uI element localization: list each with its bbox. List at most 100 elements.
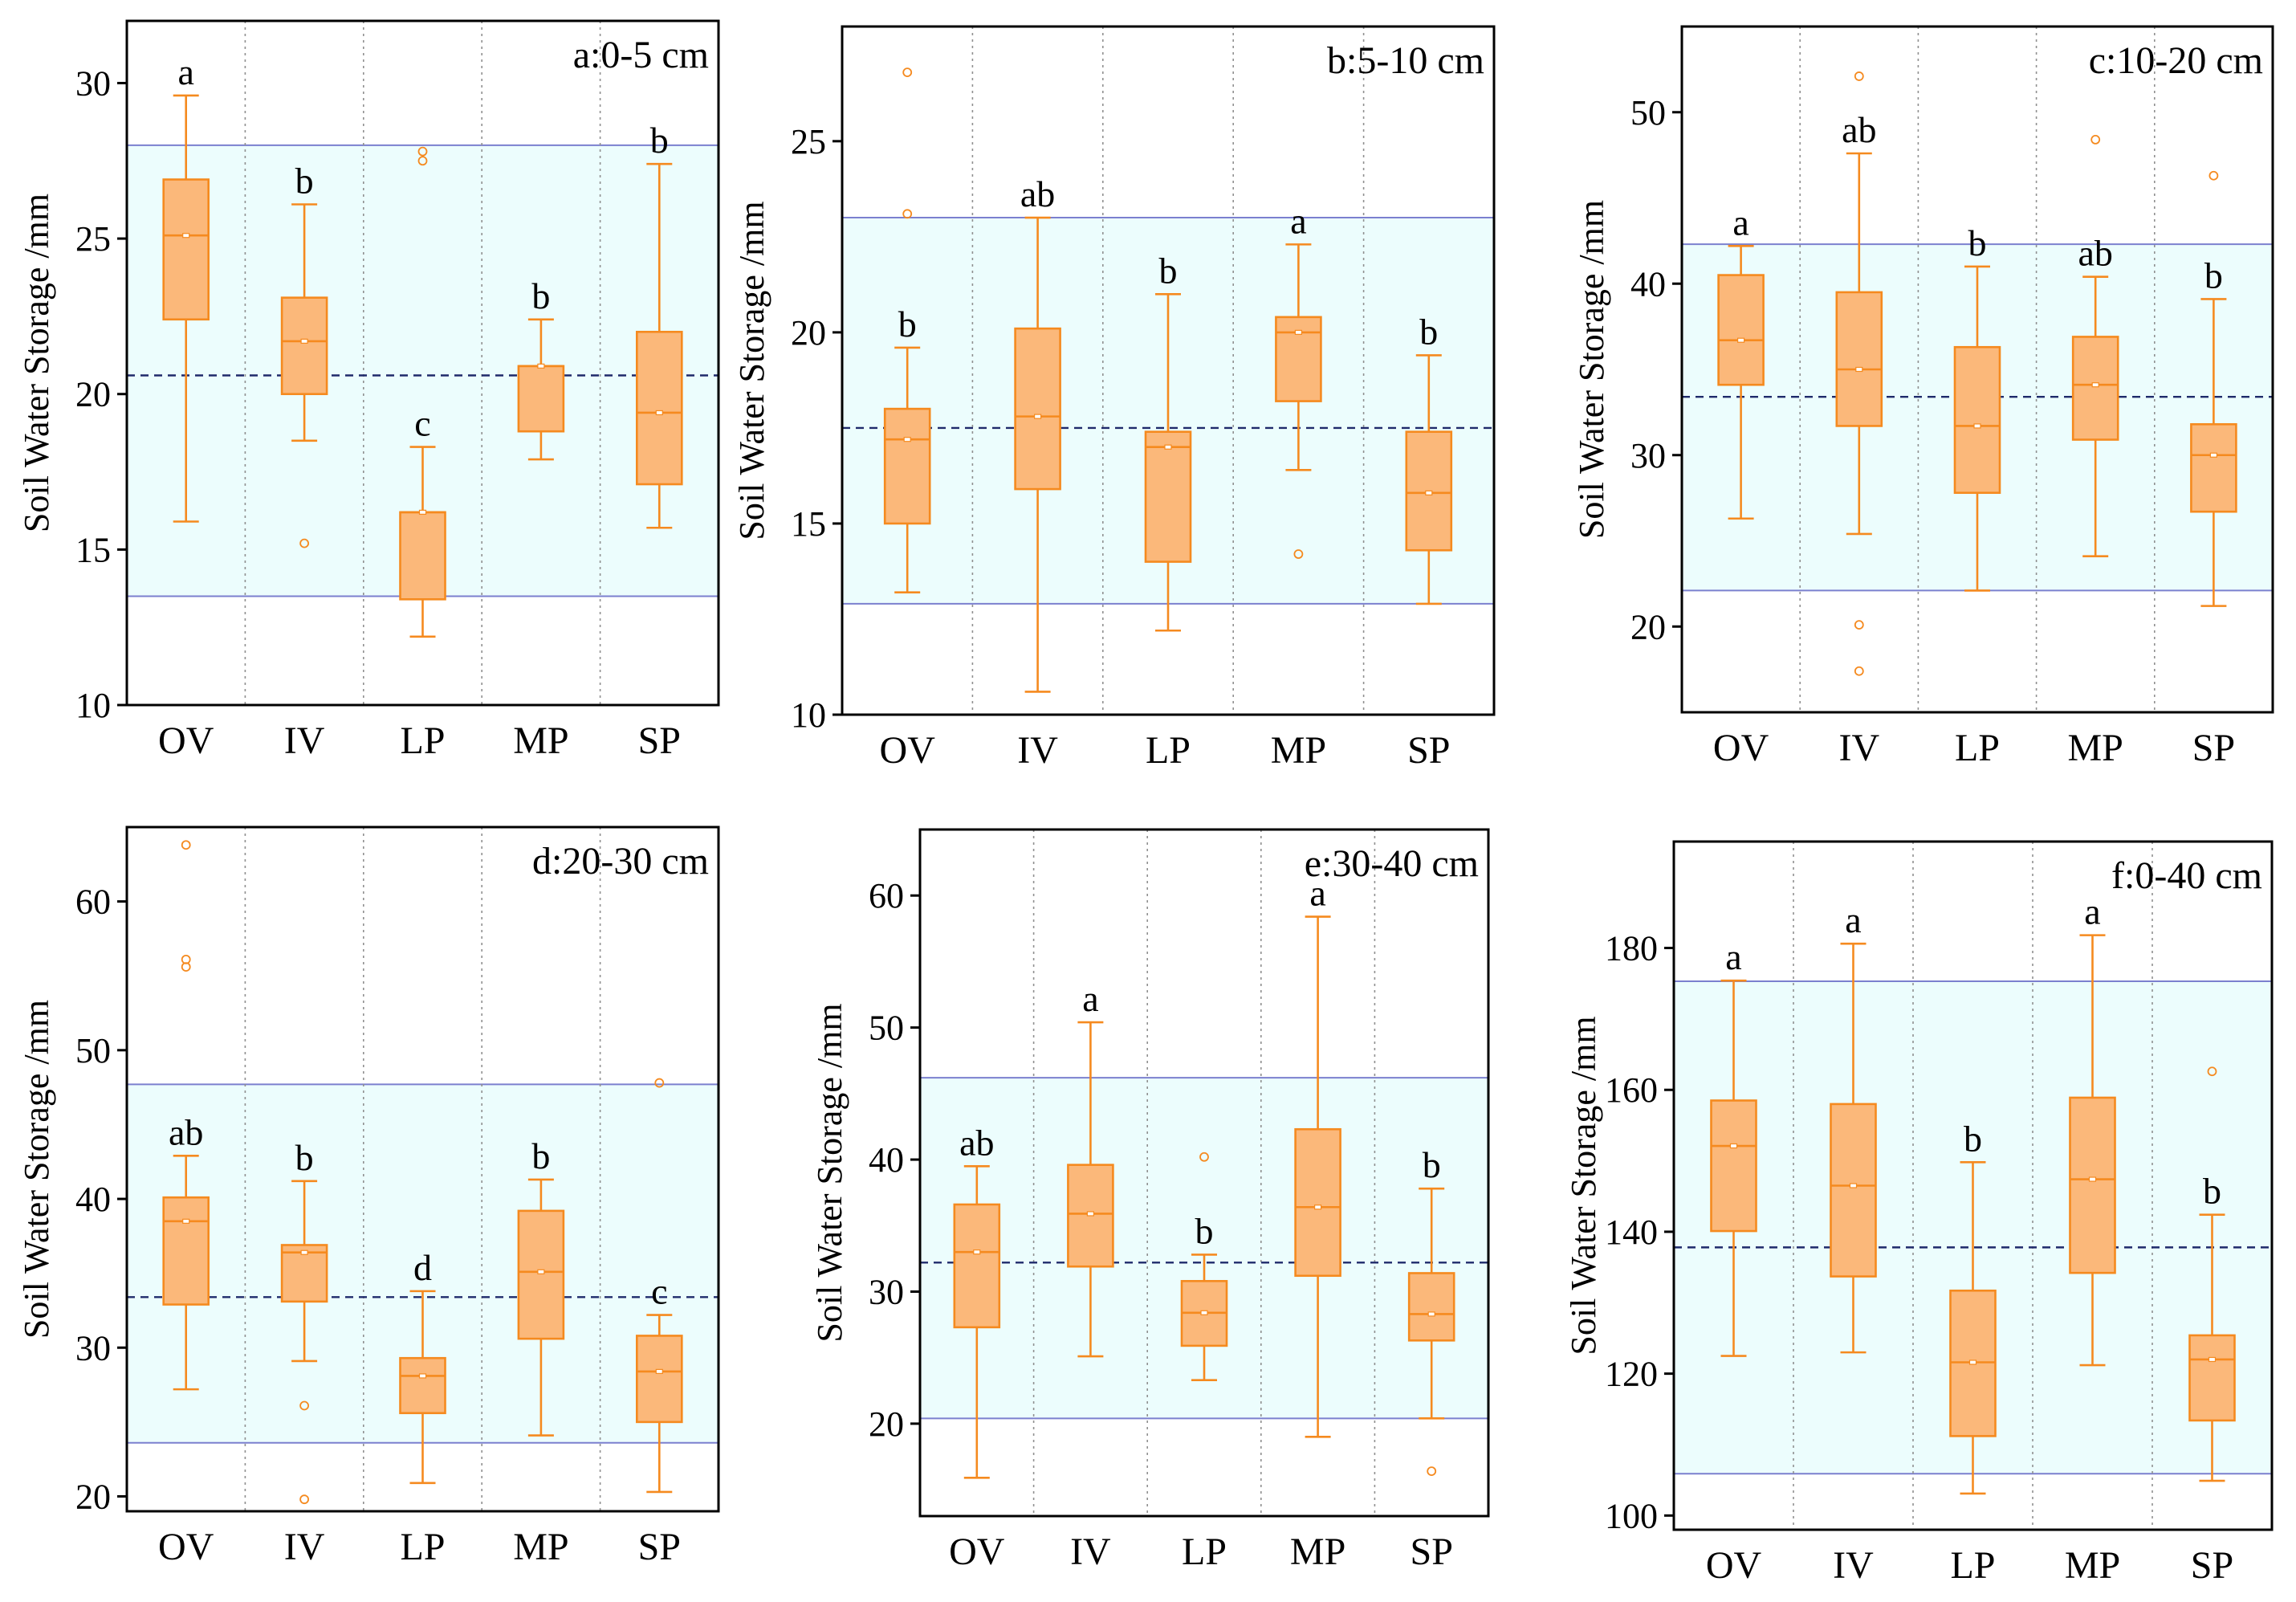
- significance-letter: a: [1290, 200, 1306, 241]
- plot-frame: [125, 19, 720, 707]
- iqr-box: [1717, 274, 1765, 386]
- iqr-box: [1067, 1164, 1114, 1268]
- significance-letter: b: [2203, 1171, 2221, 1212]
- plot-frame: [918, 828, 1490, 1518]
- y-axis-label: Soil Water Storage /mm: [17, 194, 56, 532]
- x-tick-label: OV: [880, 729, 936, 772]
- x-tick-label: MP: [513, 719, 568, 762]
- significance-letter: a: [177, 51, 193, 92]
- y-tick-label: 180: [1605, 929, 1658, 968]
- mean-marker: [418, 509, 427, 515]
- y-axis-label: Soil Water Storage /mm: [810, 1003, 849, 1342]
- iqr-box: [399, 1356, 446, 1415]
- significance-letter: c: [414, 403, 430, 444]
- y-tick-label: 100: [1605, 1496, 1658, 1535]
- outlier-point: [654, 1078, 665, 1088]
- panel-c: a OV ab IV b LP ab MP b SP 20 30 40 50 c:10-20 cm Soil …: [1572, 25, 2274, 769]
- iqr-box: [517, 1209, 565, 1340]
- outlier-point: [1854, 666, 1864, 676]
- significance-letter: ab: [169, 1111, 203, 1152]
- box-iv: ab: [1835, 71, 1883, 676]
- outlier-point: [2090, 135, 2101, 145]
- mean-marker: [973, 1249, 981, 1255]
- y-tick-label: 15: [75, 530, 111, 569]
- x-tick-label: OV: [949, 1531, 1005, 1573]
- box-lp: b: [1949, 1118, 1997, 1495]
- box-lp: b: [1144, 250, 1192, 632]
- x-tick-label: SP: [2192, 727, 2235, 769]
- x-tick-label: MP: [2065, 1544, 2120, 1587]
- y-axis-label: Soil Water Storage /mm: [1564, 1016, 1603, 1355]
- box-iv: ab: [1014, 173, 1061, 693]
- x-tick-label: IV: [1838, 727, 1879, 769]
- mean-marker: [1973, 423, 1981, 429]
- panel-label: f:0-40 cm: [2111, 854, 2262, 897]
- iqr-box: [1710, 1099, 1757, 1233]
- x-tick-label: SP: [2191, 1544, 2233, 1587]
- y-tick-label: 15: [791, 504, 826, 544]
- mean-marker: [1849, 1183, 1858, 1188]
- box-mp: a: [2069, 891, 2116, 1367]
- mean-marker: [1968, 1359, 1977, 1365]
- y-tick-label: 140: [1605, 1213, 1658, 1252]
- y-tick-label: 25: [75, 219, 111, 259]
- y-tick-label: 40: [1630, 264, 1666, 304]
- significance-letter: a: [1309, 873, 1325, 914]
- y-axis-label: Soil Water Storage /mm: [732, 201, 771, 540]
- outlier-point: [1854, 71, 1864, 81]
- iqr-box: [1275, 316, 1322, 402]
- box-sp: b: [1407, 1144, 1455, 1476]
- box-iv: b: [280, 1137, 328, 1505]
- y-tick-label: 20: [75, 375, 111, 414]
- significance-letter: b: [2204, 255, 2223, 296]
- outlier-point: [1293, 549, 1304, 559]
- iqr-box: [399, 511, 446, 601]
- y-tick-label: 25: [791, 122, 826, 161]
- mean-marker: [300, 1249, 308, 1255]
- box-ov: a: [162, 51, 210, 523]
- y-tick-label: 20: [75, 1477, 111, 1516]
- panel-label: b:5-10 cm: [1327, 39, 1484, 82]
- panel-label: c:10-20 cm: [2089, 39, 2263, 82]
- mean-marker: [1033, 414, 1042, 419]
- x-tick-label: MP: [1271, 729, 1326, 772]
- significance-letter: b: [531, 1135, 550, 1176]
- significance-letter: c: [651, 1271, 667, 1312]
- x-tick-label: OV: [1713, 727, 1769, 769]
- mean-marker: [300, 338, 308, 344]
- significance-letter: ab: [959, 1122, 994, 1163]
- x-tick-label: LP: [1950, 1544, 1995, 1587]
- mean-marker: [2208, 1356, 2217, 1363]
- panel-label: d:20-30 cm: [532, 840, 709, 883]
- x-tick-label: OV: [1706, 1544, 1762, 1587]
- mean-marker: [1164, 444, 1172, 450]
- panel-label: a:0-5 cm: [573, 34, 709, 76]
- mean-marker: [1086, 1211, 1095, 1217]
- y-tick-label: 120: [1605, 1355, 1658, 1394]
- iqr-box: [2071, 336, 2119, 441]
- plot-frame: [1672, 840, 2274, 1531]
- mean-marker: [1729, 1143, 1738, 1149]
- significance-letter: d: [413, 1247, 432, 1288]
- mean-marker: [182, 1218, 190, 1224]
- x-tick-label: LP: [1146, 729, 1191, 772]
- x-tick-label: LP: [1182, 1531, 1227, 1573]
- significance-letter: b: [1423, 1144, 1441, 1185]
- y-tick-label: 20: [869, 1404, 904, 1444]
- significance-letter: b: [1964, 1118, 1982, 1159]
- box-sp: b: [2190, 170, 2237, 607]
- significance-letter: a: [1082, 978, 1098, 1019]
- iqr-box: [635, 330, 683, 486]
- significance-letter: b: [295, 1137, 314, 1178]
- x-tick-label: IV: [1833, 1544, 1874, 1587]
- y-axis-label: Soil Water Storage /mm: [17, 1000, 56, 1339]
- box-ov: b: [883, 67, 931, 593]
- mean-marker: [2091, 382, 2099, 388]
- x-tick-label: OV: [158, 719, 214, 762]
- significance-letter: b: [1195, 1210, 1214, 1251]
- significance-letter: b: [650, 120, 669, 161]
- mean-marker: [1294, 329, 1303, 335]
- significance-letter: ab: [1842, 109, 1876, 150]
- significance-letter: b: [1159, 250, 1178, 291]
- iqr-box: [1014, 327, 1061, 491]
